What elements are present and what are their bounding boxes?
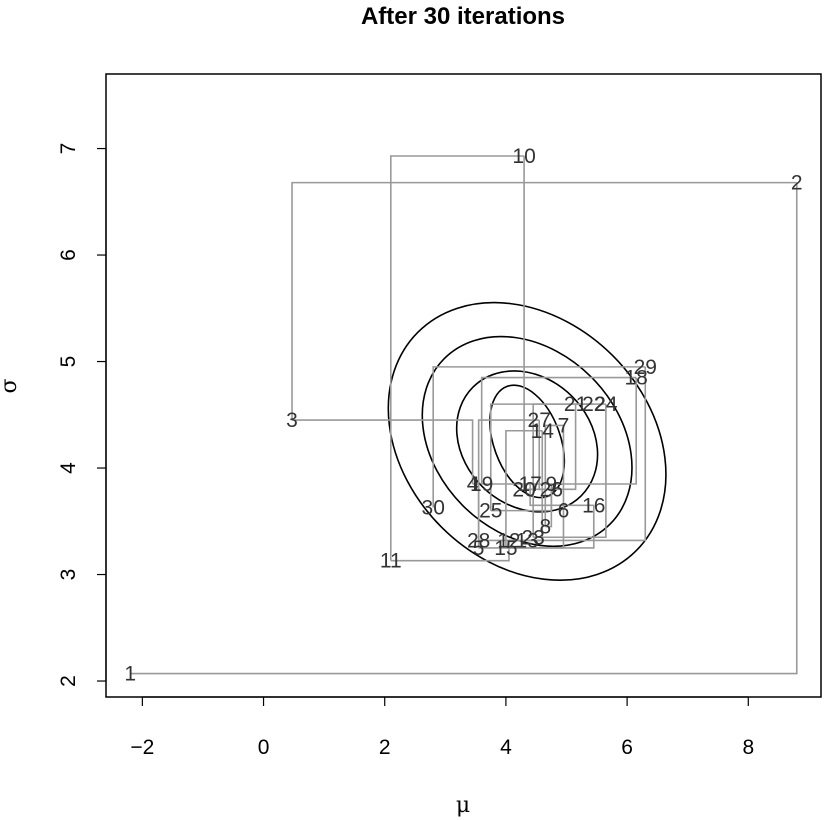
y-axis-label: σ: [0, 378, 22, 393]
y-tick-label: 2: [57, 675, 80, 687]
iteration-label: 30: [422, 496, 445, 519]
iteration-label: 4: [467, 473, 479, 496]
y-tick-label: 4: [57, 462, 80, 474]
trace-segment: [505, 429, 543, 548]
trace-segment: [544, 424, 564, 527]
iteration-label: 6: [558, 500, 570, 523]
iteration-label: 14: [531, 420, 555, 443]
iteration-label: 10: [512, 145, 535, 168]
iteration-label: 29: [634, 356, 657, 379]
iteration-label: 9: [546, 473, 558, 496]
trace-segment: [529, 484, 594, 507]
iteration-label: 15: [494, 537, 517, 560]
iteration-label: 1: [124, 663, 136, 686]
iteration-label: 21: [564, 393, 587, 416]
iteration-label: 13: [515, 529, 538, 552]
x-tick-label: 8: [742, 736, 754, 759]
iteration-label: 5: [473, 537, 485, 560]
iteration-label: 12: [497, 529, 520, 552]
iteration-label: 8: [539, 516, 551, 539]
x-tick-label: 6: [621, 736, 633, 759]
x-tick-label: 0: [258, 736, 270, 759]
trace-segment: [390, 540, 510, 562]
iteration-label: 28: [467, 529, 490, 552]
density-contour: [455, 370, 599, 513]
x-tick-label: −2: [130, 736, 154, 759]
x-axis-label: μ: [456, 793, 470, 818]
trace-segment: [389, 155, 525, 561]
trace-segment: [292, 419, 474, 485]
trace-segment: [130, 182, 798, 675]
trace-segment: [477, 419, 540, 541]
trace-segment: [530, 377, 637, 485]
plot-frame: [105, 73, 822, 698]
iteration-label: 22: [582, 393, 605, 416]
x-tick-label: 2: [379, 736, 391, 759]
x-axis: −2 0 2 4 6 8: [130, 696, 754, 759]
y-tick-label: 7: [57, 143, 80, 155]
x-tick-label: 4: [500, 736, 512, 759]
iteration-label: 27: [528, 409, 551, 432]
trace-path-group: [130, 155, 798, 675]
chart-title: After 30 iterations: [361, 3, 565, 30]
density-contour: [489, 384, 566, 499]
iteration-label: 17: [518, 473, 541, 496]
iteration-label: 7: [558, 414, 570, 437]
trace-segment: [533, 404, 607, 539]
trace-segment: [538, 420, 552, 491]
density-contour: [387, 301, 667, 582]
trace-segment: [291, 181, 797, 421]
y-tick-label: 6: [57, 249, 80, 261]
y-tick-label: 5: [57, 356, 80, 368]
y-tick-label: 3: [57, 569, 80, 581]
iteration-label: 3: [286, 409, 298, 432]
iteration-label: 20: [512, 478, 535, 501]
iteration-label: 25: [479, 500, 502, 523]
trace-segment: [490, 489, 553, 512]
trace-segment: [432, 366, 646, 508]
iteration-label: 26: [540, 478, 563, 501]
iteration-label: 23: [522, 526, 545, 549]
trace-segment: [478, 366, 647, 542]
iteration-label: 2: [791, 172, 803, 195]
y-axis: 2 3 4 5 6 7: [57, 143, 107, 687]
iteration-label: 18: [625, 367, 648, 390]
trace-segment: [480, 376, 637, 485]
iteration-label: 11: [380, 550, 402, 573]
trace-segment: [481, 483, 525, 490]
iteration-label: 19: [470, 473, 493, 496]
trace-segment: [505, 505, 595, 549]
iteration-label: 16: [582, 494, 605, 517]
iteration-label: 24: [594, 393, 618, 416]
trace-segment: [489, 403, 606, 511]
